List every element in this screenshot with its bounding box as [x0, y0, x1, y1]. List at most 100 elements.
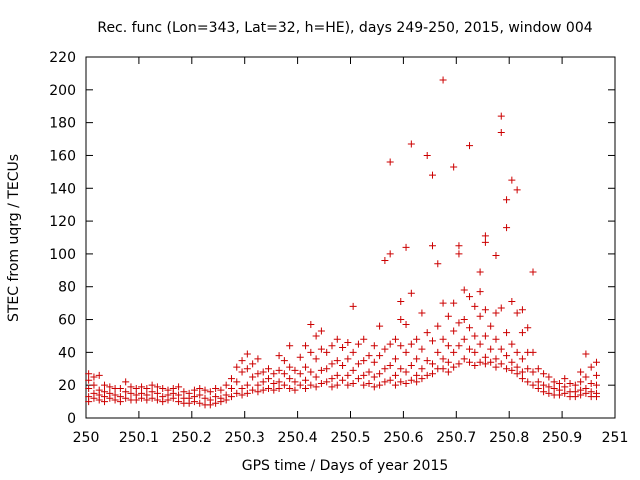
data-point — [397, 297, 405, 305]
data-point — [413, 335, 421, 343]
data-point — [513, 370, 521, 378]
data-point — [455, 242, 463, 250]
data-point — [127, 383, 135, 391]
data-point — [566, 380, 574, 388]
data-point — [376, 322, 384, 330]
data-point — [550, 384, 558, 392]
y-tick-label: 40 — [58, 345, 76, 361]
data-point — [206, 401, 214, 409]
data-point — [508, 366, 516, 374]
data-point — [423, 357, 431, 365]
data-point — [153, 389, 161, 397]
data-point — [376, 370, 384, 378]
data-point — [497, 360, 505, 368]
y-tick-label: 0 — [67, 411, 76, 427]
data-point — [497, 345, 505, 353]
data-point — [450, 327, 458, 335]
data-point — [407, 361, 415, 369]
data-point — [444, 342, 452, 350]
data-point — [85, 384, 93, 392]
data-point — [360, 371, 368, 379]
data-point — [418, 375, 426, 383]
data-point — [333, 371, 341, 379]
data-point — [381, 378, 389, 386]
data-point — [466, 293, 474, 301]
y-axis: 0 20 40 60 80 100 120 140 160 180 200 220 — [49, 50, 615, 427]
data-point — [238, 368, 246, 376]
data-point — [227, 384, 235, 392]
data-point — [439, 335, 447, 343]
data-point — [317, 345, 325, 353]
data-point — [233, 363, 241, 371]
x-tick-label: 250.1 — [119, 430, 159, 446]
data-point — [249, 386, 257, 394]
data-point — [455, 360, 463, 368]
data-point — [212, 399, 220, 407]
data-point — [354, 360, 362, 368]
data-point — [582, 373, 590, 381]
data-point — [370, 373, 378, 381]
data-point — [153, 396, 161, 404]
data-point — [407, 289, 415, 297]
x-tick-label: 250.6 — [383, 430, 423, 446]
data-point — [439, 355, 447, 363]
data-point — [249, 360, 257, 368]
data-point — [386, 250, 394, 258]
data-point — [513, 186, 521, 194]
data-point — [518, 329, 526, 337]
data-point — [116, 384, 124, 392]
data-point — [460, 316, 468, 324]
x-tick-label: 250.9 — [542, 430, 582, 446]
data-point — [190, 398, 198, 406]
data-point — [217, 386, 225, 394]
data-point — [243, 350, 251, 358]
data-point — [402, 320, 410, 328]
data-point — [582, 389, 590, 397]
data-point — [291, 378, 299, 386]
data-point — [259, 368, 267, 376]
data-point — [471, 361, 479, 369]
data-point — [391, 335, 399, 343]
data-point — [233, 378, 241, 386]
data-point — [481, 238, 489, 246]
data-point — [122, 388, 130, 396]
data-point — [444, 312, 452, 320]
x-tick-label: 250.8 — [489, 430, 529, 446]
data-point — [185, 399, 193, 407]
data-point — [476, 268, 484, 276]
data-point — [85, 398, 93, 406]
data-point — [312, 355, 320, 363]
data-point — [497, 304, 505, 312]
data-point — [85, 376, 93, 384]
data-point — [381, 365, 389, 373]
data-point — [302, 342, 310, 350]
data-point — [418, 309, 426, 317]
data-point — [339, 376, 347, 384]
data-point — [455, 250, 463, 258]
data-point — [492, 355, 500, 363]
y-axis-title: STEC from uqrg / TECUs — [6, 154, 22, 322]
data-point — [391, 355, 399, 363]
data-point — [503, 329, 511, 337]
data-point — [159, 398, 167, 406]
data-point — [503, 365, 511, 373]
data-point — [466, 324, 474, 332]
data-point — [354, 340, 362, 348]
data-point — [254, 388, 262, 396]
data-point — [413, 371, 421, 379]
data-point — [344, 355, 352, 363]
data-point — [227, 375, 235, 383]
data-point — [413, 355, 421, 363]
data-point — [381, 256, 389, 264]
data-point — [407, 140, 415, 148]
y-tick-label: 80 — [58, 280, 76, 296]
data-point — [481, 332, 489, 340]
data-point — [545, 373, 553, 381]
data-point — [503, 352, 511, 360]
data-point — [175, 391, 183, 399]
x-tick-label: 250.5 — [330, 430, 370, 446]
data-point — [577, 391, 585, 399]
data-point — [212, 393, 220, 401]
data-point — [286, 363, 294, 371]
